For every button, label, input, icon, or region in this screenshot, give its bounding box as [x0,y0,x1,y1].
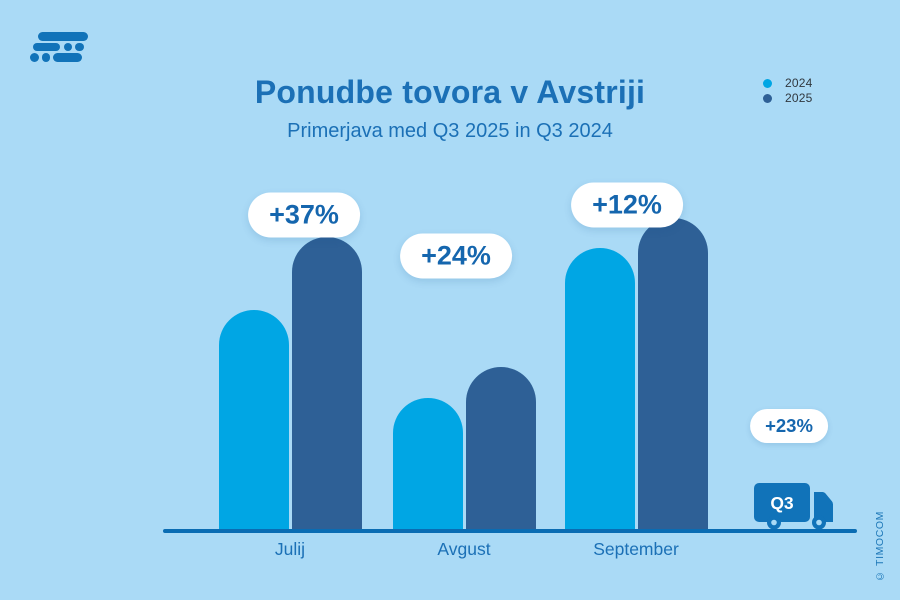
chart-title: Ponudbe tovora v Avstriji [254,74,646,110]
bar-september-2024 [564,248,635,530]
chart-subtitle: Primerjava med Q3 2025 in Q3 2024 [287,120,613,142]
copyright: © TIMOCOM [874,511,886,582]
legend: 2024 2025 [763,76,813,106]
logo-dot [30,53,39,62]
logo-dot [63,42,72,51]
x-axis-line [163,529,857,533]
legend-item-2024: 2024 [763,76,813,90]
bar-avgust-2024 [392,398,463,530]
category-label-september: September [593,539,679,559]
q3-total-change-badge: +23% [750,409,828,443]
legend-item-2025: 2025 [763,91,813,105]
logo-bar [33,42,60,51]
legend-label-2025: 2025 [785,91,813,105]
legend-dot-2024 [763,78,772,88]
logo-bar [53,53,82,62]
logo-bar [38,32,88,41]
logo-dot [75,42,84,51]
category-label-julij: Julij [274,539,306,559]
truck-icon: Q3 [754,483,834,530]
bar-avgust-2025 [465,367,536,530]
bar-julij-2025 [291,237,362,530]
legend-label-2024: 2024 [785,76,813,90]
category-label-avgust: Avgust [437,539,491,559]
change-badge-avgust: +24% [400,233,512,279]
logo-dot [41,53,50,62]
legend-dot-2025 [763,93,772,103]
change-badge-september: +12% [571,182,683,228]
change-badge-julij: +37% [248,192,360,238]
truck-q3-label: Q3 [770,493,794,513]
bar-september-2025 [637,217,708,530]
bar-julij-2024 [218,310,289,530]
